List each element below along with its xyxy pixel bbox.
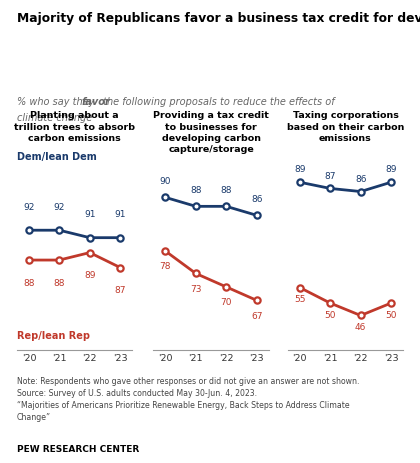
Text: 67: 67 <box>251 312 262 320</box>
Text: 87: 87 <box>325 172 336 181</box>
Text: % who say they: % who say they <box>17 97 97 107</box>
Text: 70: 70 <box>220 298 232 307</box>
Text: 89: 89 <box>294 165 306 175</box>
Text: 73: 73 <box>190 285 202 294</box>
Text: 55: 55 <box>294 295 306 304</box>
Text: Planting about a
trillion trees to absorb
carbon emissions: Planting about a trillion trees to absor… <box>14 111 135 143</box>
Text: 87: 87 <box>114 286 126 295</box>
Text: favor: favor <box>82 97 110 107</box>
Text: 91: 91 <box>114 210 126 219</box>
Text: 88: 88 <box>190 186 202 195</box>
Text: 92: 92 <box>23 203 34 212</box>
Text: 88: 88 <box>54 279 65 288</box>
Text: 88: 88 <box>23 279 35 288</box>
Text: 86: 86 <box>251 195 262 204</box>
Text: climate change: climate change <box>17 113 92 123</box>
Text: Majority of Republicans favor a business tax credit for developing carbon captur: Majority of Republicans favor a business… <box>17 12 420 25</box>
Text: 86: 86 <box>355 175 366 184</box>
Text: Dem/lean Dem: Dem/lean Dem <box>17 152 97 162</box>
Text: 92: 92 <box>54 203 65 212</box>
Text: Taxing corporations
based on their carbon
emissions: Taxing corporations based on their carbo… <box>287 111 404 143</box>
Text: 89: 89 <box>84 271 95 280</box>
Text: the following proposals to reduce the effects of: the following proposals to reduce the ef… <box>100 97 334 107</box>
Text: Rep/lean Rep: Rep/lean Rep <box>17 331 90 341</box>
Text: 90: 90 <box>160 177 171 186</box>
Text: PEW RESEARCH CENTER: PEW RESEARCH CENTER <box>17 445 139 454</box>
Text: 50: 50 <box>325 311 336 320</box>
Text: 46: 46 <box>355 323 366 332</box>
Text: 78: 78 <box>160 262 171 271</box>
Text: 50: 50 <box>385 311 397 320</box>
Text: 89: 89 <box>385 165 397 175</box>
Text: 88: 88 <box>220 186 232 195</box>
Text: 91: 91 <box>84 210 95 219</box>
Text: Note: Respondents who gave other responses or did not give an answer are not sho: Note: Respondents who gave other respons… <box>17 377 359 422</box>
Text: Providing a tax credit
to businesses for
developing carbon
capture/storage: Providing a tax credit to businesses for… <box>153 111 269 155</box>
